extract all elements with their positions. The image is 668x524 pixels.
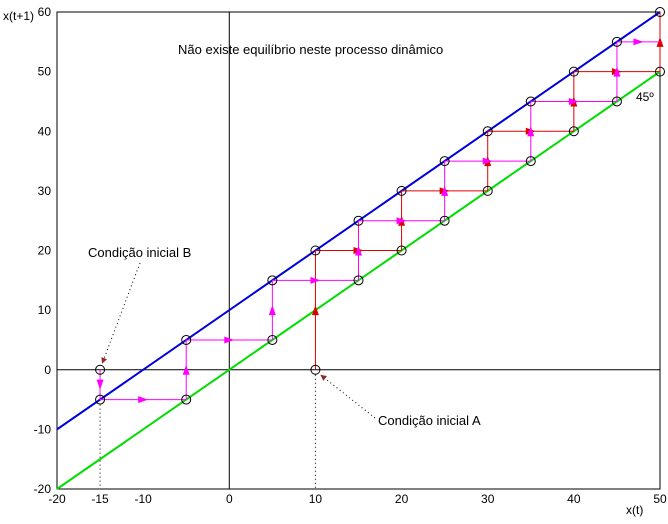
x-tick-label: 0 [226,492,233,506]
annotation-pointer-arrow [101,357,107,364]
x-tick-label: 20 [395,492,409,506]
point-marker [482,126,493,137]
y-tick-label: 10 [38,303,52,317]
cobweb-arrow-magenta [138,396,149,404]
point-marker [181,334,192,345]
chart-title: Não existe equilíbrio neste processo din… [178,42,443,57]
x-tick-label: 30 [481,492,495,506]
point-marker [439,215,450,226]
y-tick-label: 0 [44,363,51,377]
annotation-initial-a: Condição inicial A [378,413,481,428]
cobweb-arrow-magenta [441,185,449,196]
point-marker [439,156,450,167]
point-marker [525,156,536,167]
x-tick-label: -10 [134,492,152,506]
x-tick-label: -15 [91,492,109,506]
cobweb-paths [96,12,664,404]
point-marker [267,275,278,286]
cobweb-arrow-magenta [613,66,621,77]
cobweb-arrow-magenta [96,379,104,390]
point-marker [95,394,106,405]
point-markers [95,7,665,405]
y-tick-label: 30 [38,184,52,198]
annotation-pointer-arrow [320,374,327,381]
point-marker [95,364,106,375]
y-tick-label: 20 [38,244,52,258]
point-marker [611,36,622,47]
annotation-pointer-line [320,374,376,419]
point-marker [655,7,665,17]
cobweb-arrow-magenta [568,97,579,105]
x-tick-label: 50 [653,492,667,506]
x-axis-label: x(t) [626,503,643,517]
cobweb-arrow-red [311,305,319,316]
cobweb-arrow-magenta [182,364,190,375]
zero-axes [57,12,660,489]
y-tick-label: -20 [34,482,52,496]
point-marker [525,96,536,107]
point-marker [482,185,493,196]
cobweb-arrow-magenta [355,245,362,256]
cobweb-arrow-magenta [396,217,407,225]
y-axis-label: x(t+1) [3,9,34,23]
y-tick-label: 60 [38,5,52,19]
x-tick-label: 10 [309,492,323,506]
cobweb-arrow-magenta [268,305,276,316]
point-marker [267,334,278,345]
annotation-pointer-line [101,262,141,364]
point-marker [181,394,192,405]
plot-frame [56,11,661,490]
cobweb-arrow-magenta [482,157,493,165]
point-marker [353,275,364,286]
cobweb-arrow-magenta [633,38,644,46]
point-marker [611,96,622,107]
point-marker [396,185,407,196]
x-tick-label: -20 [48,492,66,506]
annotation-45-degrees: 45º [636,90,654,104]
y-tick-label: 40 [38,124,52,138]
point-marker [568,66,579,77]
tick-labels: -20 -15 -10 0 10 20 30 40 50 -20 -10 0 10 20 30 40 50 60 [34,5,667,506]
cobweb-arrow-magenta [224,336,235,344]
point-marker [396,245,407,256]
y-tick-label: -10 [34,422,52,436]
cobweb-arrow-magenta [527,126,535,137]
annotation-initial-b: Condição inicial B [88,245,191,260]
point-marker [353,215,364,226]
cobweb-arrow-magenta [310,276,321,284]
guide-lines [99,374,316,489]
point-marker [568,126,579,137]
point-marker [310,245,321,256]
annotation-pointers [101,262,376,419]
point-marker [655,66,665,77]
point-marker [310,364,321,375]
x-tick-label: 40 [567,492,581,506]
y-tick-label: 50 [38,65,52,79]
